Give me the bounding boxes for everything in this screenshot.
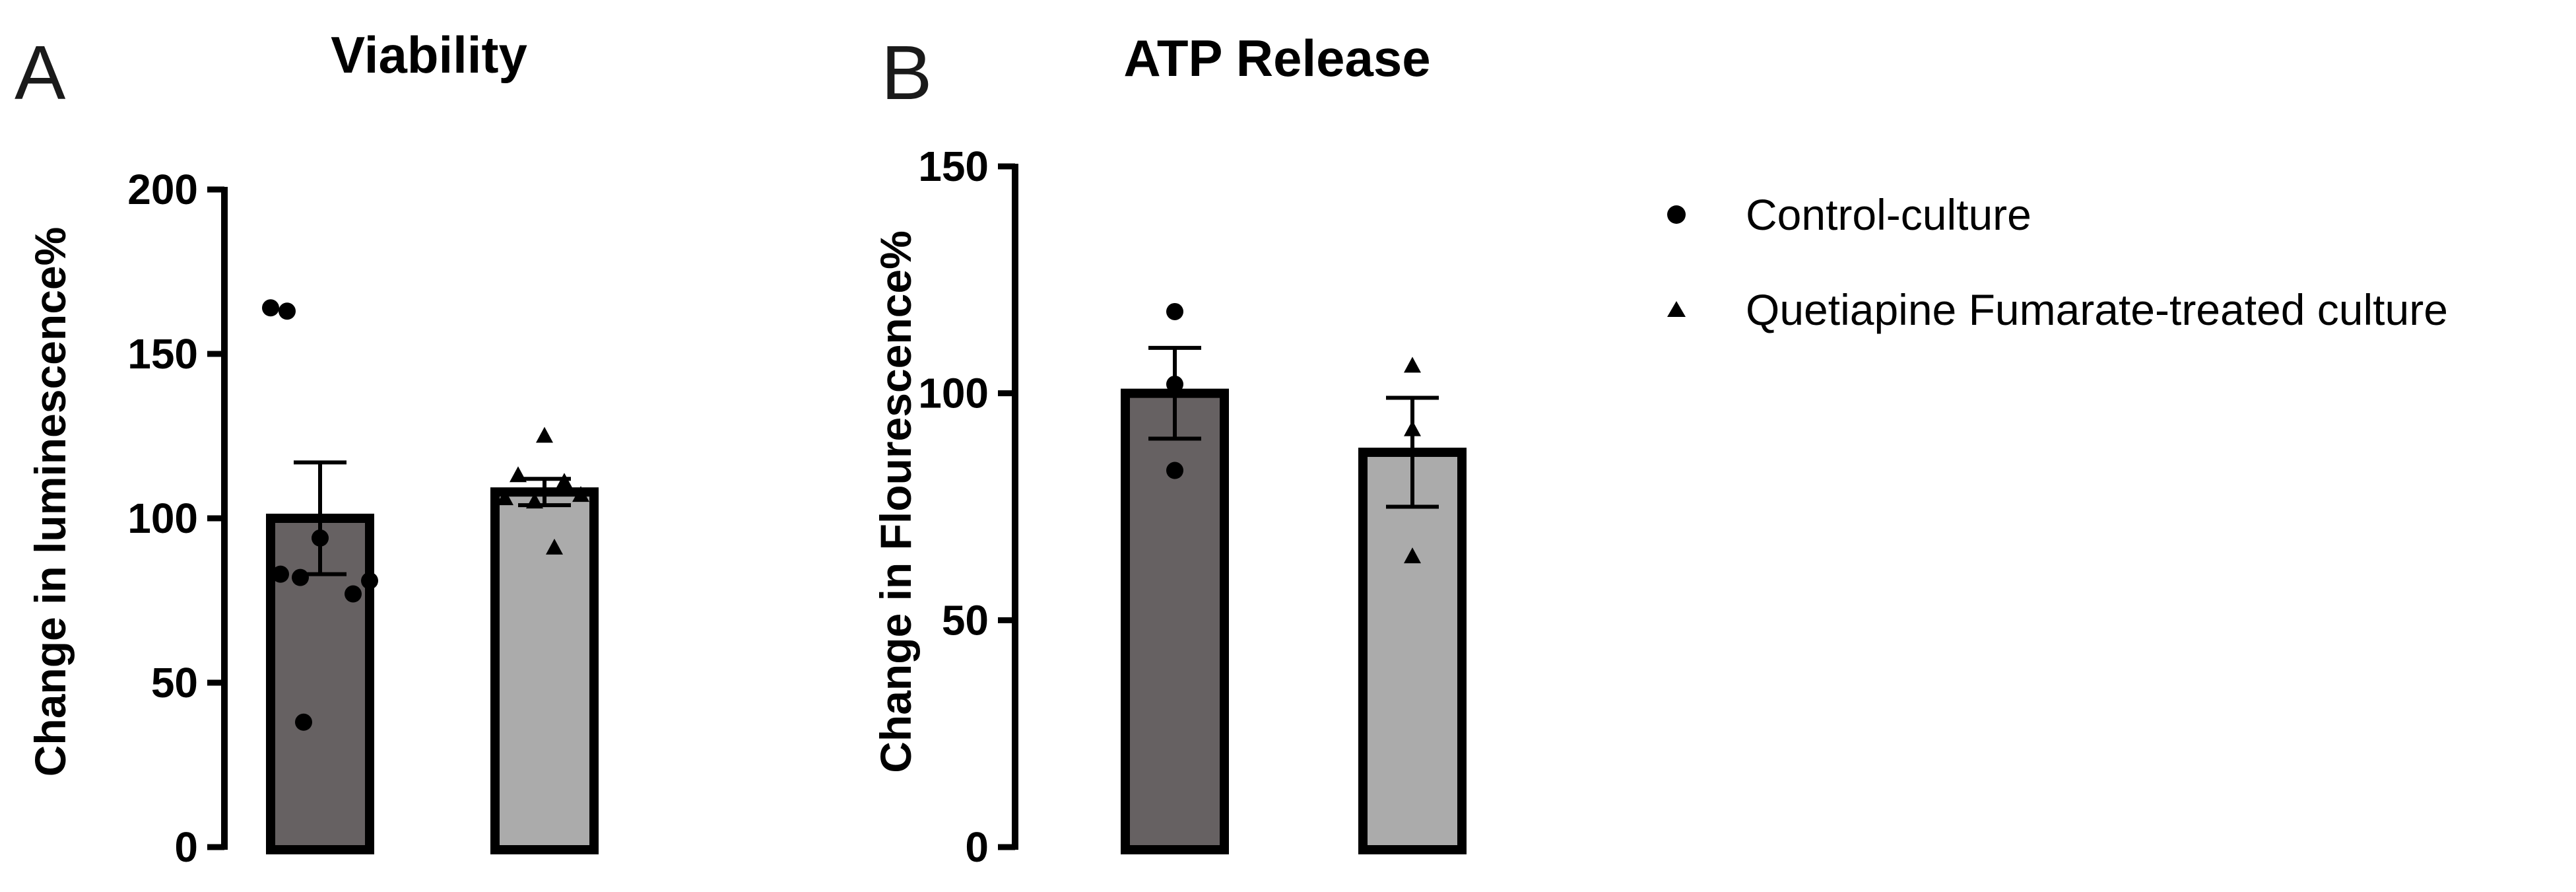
data-point-triangle	[510, 466, 527, 483]
panel-b-title: ATP Release	[1123, 29, 1430, 87]
legend-marker-treated-triangle	[1667, 301, 1686, 317]
data-point-triangle	[1404, 420, 1421, 436]
y-tick-label: 0	[174, 823, 198, 871]
y-tick-label: 150	[127, 330, 198, 378]
data-point-triangle	[1404, 357, 1421, 373]
data-point-triangle	[536, 427, 553, 443]
data-point-circle	[279, 302, 296, 320]
data-point-triangle	[496, 489, 513, 506]
bar	[1358, 448, 1467, 854]
legend-label-treated: Quetiapine Fumarate-treated culture	[1746, 285, 2448, 334]
data-point-triangle	[546, 538, 563, 555]
legend-marker-control-circle	[1667, 205, 1686, 224]
legend: Control-culture Quetiapine Fumarate-trea…	[1667, 190, 2448, 334]
data-point-circle	[292, 568, 309, 586]
data-point-circle	[1166, 462, 1183, 479]
panel-a-bars	[266, 460, 599, 854]
panel-a-viability-chart: A Viability Change in luminescence% 0 50 1…	[15, 26, 599, 871]
panel-b-y-axis-title: Change in Flourescence%	[871, 230, 920, 773]
data-point-triangle	[526, 493, 543, 509]
y-tick-label: 100	[127, 495, 198, 542]
panel-a-title: Viability	[331, 26, 527, 84]
y-tick-label: 0	[965, 823, 989, 871]
bar	[1121, 388, 1229, 854]
panel-a-y-ticks: 0 50 100 150 200	[127, 166, 224, 871]
data-point-triangle	[1404, 547, 1421, 564]
y-tick-label: 200	[127, 166, 198, 213]
data-point-triangle	[572, 486, 589, 502]
y-tick-label: 100	[918, 370, 989, 417]
data-point-circle	[295, 713, 312, 731]
panel-b-bars	[1121, 345, 1467, 854]
data-point-circle	[345, 585, 362, 603]
data-point-circle	[272, 565, 289, 583]
bar	[490, 487, 599, 854]
data-point-circle	[361, 572, 378, 590]
data-point-circle	[312, 529, 329, 547]
y-tick-label: 150	[918, 143, 989, 190]
data-point-circle	[262, 299, 279, 317]
y-tick-label: 50	[151, 659, 198, 706]
panel-b-atp-release-chart: B ATP Release Change in Flourescence% 0 5…	[871, 29, 1467, 871]
data-point-circle	[1166, 302, 1183, 320]
panel-a-points	[262, 299, 589, 731]
panel-a-y-axis-title: Change in luminescence%	[26, 227, 75, 777]
panel-b-points	[1166, 302, 1421, 564]
panel-b-letter: B	[881, 30, 932, 116]
legend-label-control: Control-culture	[1746, 190, 2031, 239]
panel-b-y-ticks: 0 50 100 150	[918, 143, 1015, 871]
data-point-circle	[1166, 375, 1183, 393]
data-point-triangle	[556, 473, 573, 489]
y-tick-label: 50	[942, 596, 989, 644]
panel-a-letter: A	[15, 30, 66, 116]
